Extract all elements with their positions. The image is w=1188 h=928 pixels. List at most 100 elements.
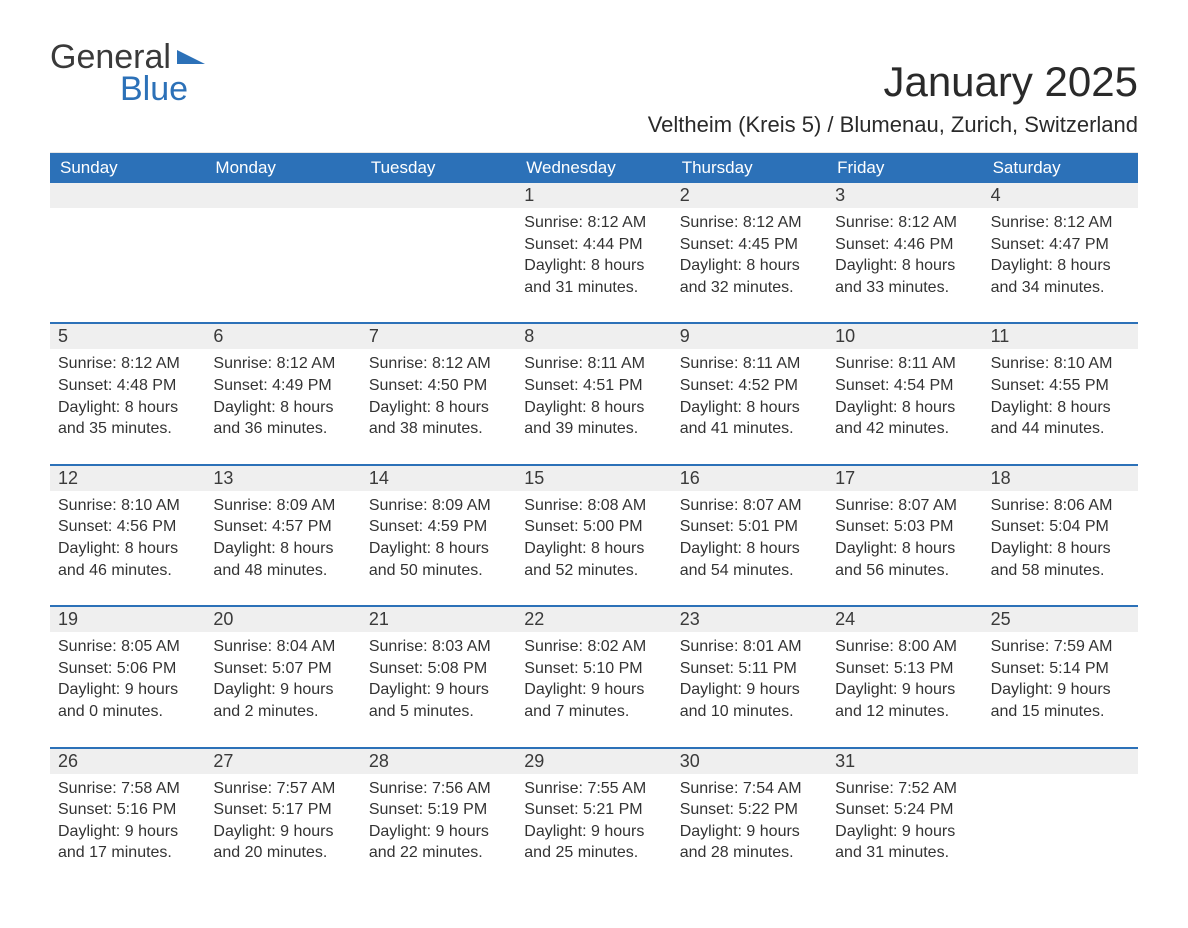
daylight-hours: 8: [746, 257, 755, 274]
daylight-line: Daylight: 8 hours and 48 minutes.: [213, 538, 352, 581]
daylight-joiner: and: [213, 844, 240, 861]
day-body-cell: Sunrise: 8:12 AMSunset: 4:50 PMDaylight:…: [361, 349, 516, 463]
daylight-minutes: 28: [711, 844, 729, 861]
sunset-label: Sunset:: [213, 801, 267, 818]
daylight-minutes: 46: [89, 562, 107, 579]
sunrise-label: Sunrise:: [213, 497, 272, 514]
sunrise-value: 7:59 AM: [1054, 638, 1113, 655]
sunset-value: 5:14 PM: [1049, 660, 1109, 677]
weekday-header: Sunday: [50, 153, 205, 183]
daylight-joiner: and: [369, 562, 396, 579]
daylight-label: Daylight:: [524, 399, 586, 416]
daylight-hours: 8: [125, 540, 134, 557]
daylight-minutes: 2: [245, 703, 254, 720]
day-body-cell: Sunrise: 7:58 AMSunset: 5:16 PMDaylight:…: [50, 774, 205, 888]
sunset-value: 5:13 PM: [894, 660, 954, 677]
daylight-label: Daylight:: [680, 399, 742, 416]
daylight-hours-word: hours: [293, 399, 333, 416]
daylight-minutes: 10: [711, 703, 729, 720]
daylight-label: Daylight:: [680, 823, 742, 840]
sunset-value: 5:19 PM: [428, 801, 488, 818]
sunrise-line: Sunrise: 8:02 AM: [524, 636, 663, 658]
daylight-minutes: 44: [1022, 420, 1040, 437]
daylight-minutes-word: minutes.: [267, 562, 327, 579]
sunset-line: Sunset: 5:01 PM: [680, 516, 819, 538]
daylight-hours: 9: [902, 823, 911, 840]
day-body-cell: Sunrise: 8:02 AMSunset: 5:10 PMDaylight:…: [516, 632, 671, 746]
daylight-minutes: 17: [89, 844, 107, 861]
daylight-joiner: and: [369, 844, 396, 861]
daylight-minutes: 34: [1022, 279, 1040, 296]
daylight-minutes: 5: [400, 703, 409, 720]
daylight-line: Daylight: 8 hours and 34 minutes.: [991, 255, 1130, 298]
logo-word2: Blue: [120, 72, 188, 106]
daylight-joiner: and: [58, 844, 85, 861]
sunrise-line: Sunrise: 8:06 AM: [991, 495, 1130, 517]
daylight-minutes-word: minutes.: [103, 703, 163, 720]
day-body-cell: [205, 208, 360, 322]
daylight-hours: 8: [746, 540, 755, 557]
day-body-cell: Sunrise: 8:04 AMSunset: 5:07 PMDaylight:…: [205, 632, 360, 746]
logo: General Blue: [50, 40, 205, 106]
daylight-hours: 8: [125, 399, 134, 416]
daylight-label: Daylight:: [835, 681, 897, 698]
daylight-hours: 8: [902, 257, 911, 274]
sunrise-value: 7:55 AM: [587, 780, 646, 797]
daylight-label: Daylight:: [369, 399, 431, 416]
sunrise-line: Sunrise: 8:12 AM: [835, 212, 974, 234]
daylight-line: Daylight: 9 hours and 5 minutes.: [369, 679, 508, 722]
daylight-minutes-word: minutes.: [889, 844, 949, 861]
daylight-minutes-word: minutes.: [578, 844, 638, 861]
daylight-joiner: and: [369, 703, 396, 720]
daylight-minutes-word: minutes.: [267, 420, 327, 437]
daylight-minutes: 15: [1022, 703, 1040, 720]
sunrise-line: Sunrise: 7:56 AM: [369, 778, 508, 800]
sunrise-line: Sunrise: 8:11 AM: [680, 353, 819, 375]
day-body-cell: Sunrise: 8:11 AMSunset: 4:51 PMDaylight:…: [516, 349, 671, 463]
sunrise-value: 8:12 AM: [121, 355, 180, 372]
daylight-hours: 8: [436, 540, 445, 557]
daylight-line: Daylight: 8 hours and 52 minutes.: [524, 538, 663, 581]
daylight-hours-word: hours: [1071, 540, 1111, 557]
daylight-label: Daylight:: [835, 540, 897, 557]
sunset-label: Sunset:: [835, 377, 889, 394]
sunrise-label: Sunrise:: [991, 355, 1050, 372]
day-number-cell: 27: [205, 747, 360, 774]
daylight-line: Daylight: 8 hours and 58 minutes.: [991, 538, 1130, 581]
sunrise-value: 8:11 AM: [898, 355, 956, 372]
daylight-line: Daylight: 8 hours and 44 minutes.: [991, 397, 1130, 440]
daylight-minutes-word: minutes.: [258, 703, 318, 720]
sunrise-value: 8:10 AM: [1054, 355, 1113, 372]
daylight-minutes-word: minutes.: [889, 703, 949, 720]
daylight-joiner: and: [991, 562, 1018, 579]
sunset-label: Sunset:: [369, 377, 423, 394]
sunset-line: Sunset: 4:46 PM: [835, 234, 974, 256]
sunrise-line: Sunrise: 8:04 AM: [213, 636, 352, 658]
logo-flag-icon: [177, 50, 205, 64]
sunrise-value: 8:04 AM: [277, 638, 336, 655]
daylight-joiner: and: [680, 420, 707, 437]
daylight-joiner: and: [213, 562, 240, 579]
daylight-line: Daylight: 9 hours and 15 minutes.: [991, 679, 1130, 722]
daylight-label: Daylight:: [58, 399, 120, 416]
daylight-minutes-word: minutes.: [889, 279, 949, 296]
sunrise-label: Sunrise:: [524, 214, 583, 231]
day-body-cell: Sunrise: 7:59 AMSunset: 5:14 PMDaylight:…: [983, 632, 1138, 746]
daylight-minutes: 22: [400, 844, 418, 861]
day-number-cell: 19: [50, 605, 205, 632]
daylight-line: Daylight: 8 hours and 33 minutes.: [835, 255, 974, 298]
daylight-minutes-word: minutes.: [1044, 420, 1104, 437]
sunrise-line: Sunrise: 8:09 AM: [369, 495, 508, 517]
day-number-cell: 29: [516, 747, 671, 774]
daylight-label: Daylight:: [524, 540, 586, 557]
daylight-joiner: and: [58, 562, 85, 579]
sunrise-value: 8:11 AM: [743, 355, 801, 372]
daylight-hours: 9: [125, 823, 134, 840]
page-title: January 2025: [883, 58, 1138, 106]
daylight-minutes: 12: [866, 703, 884, 720]
sunrise-label: Sunrise:: [835, 638, 894, 655]
sunset-line: Sunset: 4:56 PM: [58, 516, 197, 538]
sunrise-label: Sunrise:: [680, 355, 739, 372]
daylight-joiner: and: [835, 562, 862, 579]
sunrise-label: Sunrise:: [991, 497, 1050, 514]
